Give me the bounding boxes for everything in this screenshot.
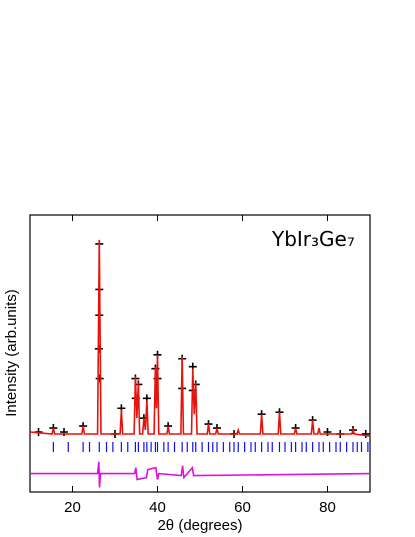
plot-frame bbox=[29, 214, 371, 493]
observed-point bbox=[361, 429, 370, 438]
x-tick-label: 60 bbox=[234, 499, 251, 516]
x-tick-label: 40 bbox=[149, 499, 166, 516]
y-axis-label: Intensity (arb.units) bbox=[3, 289, 20, 417]
x-axis-label: 2θ (degrees) bbox=[157, 517, 242, 534]
annotation: YbIr₃Ge₇ bbox=[271, 227, 355, 251]
series-line bbox=[30, 461, 371, 488]
series-line bbox=[29, 239, 371, 437]
x-tick-label: 20 bbox=[64, 499, 81, 516]
x-tick-label: 80 bbox=[319, 499, 336, 516]
observed-point bbox=[60, 428, 68, 437]
observed-point bbox=[323, 428, 332, 437]
